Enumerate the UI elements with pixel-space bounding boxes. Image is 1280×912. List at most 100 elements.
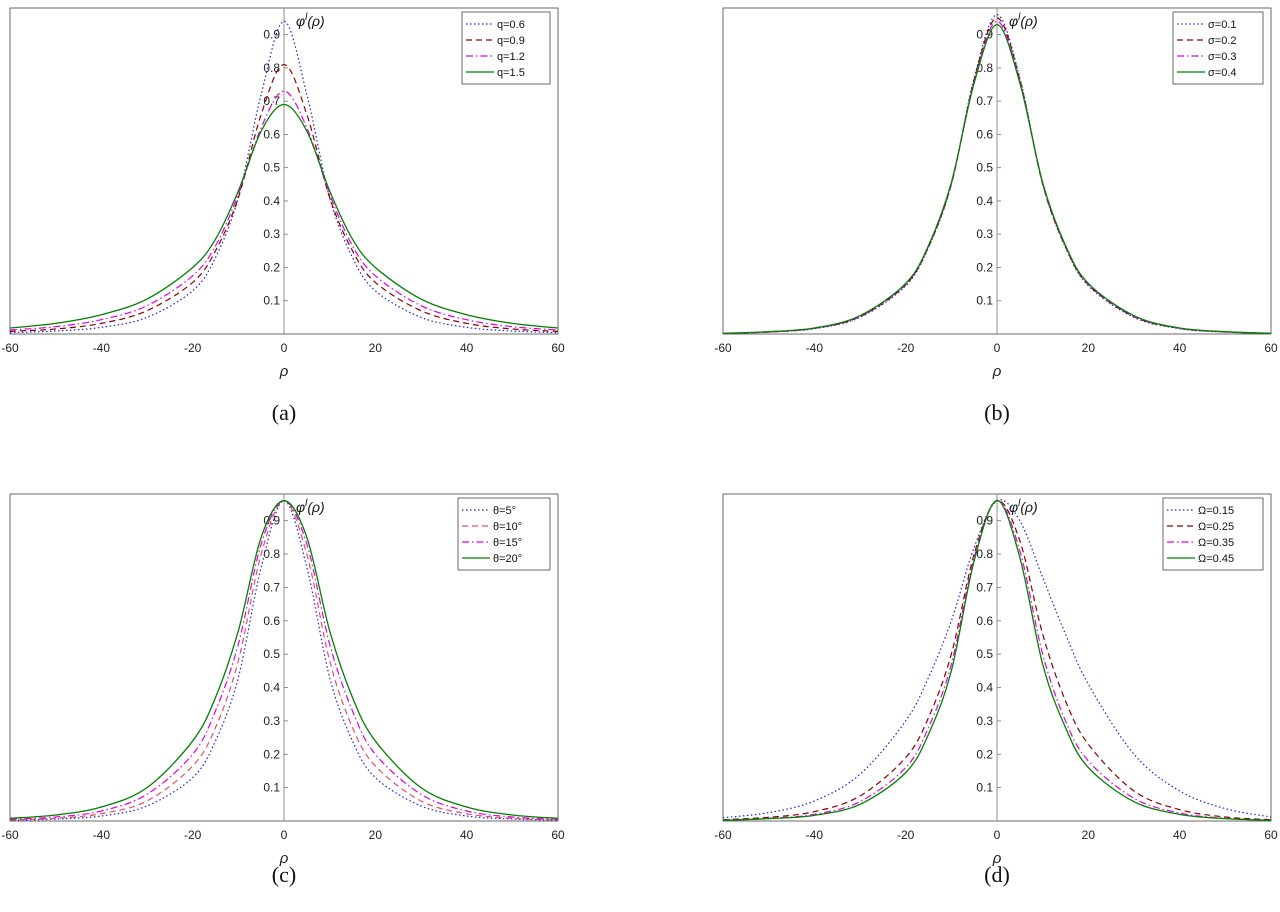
legend-entry: q=1.5 <box>497 67 525 79</box>
x-tick-label: -40 <box>93 341 111 355</box>
y-tick-label: 0.6 <box>263 614 280 628</box>
y-axis-label: φl(ρ) <box>296 12 325 29</box>
y-tick-label: 0.6 <box>976 614 993 628</box>
x-tick-label: -60 <box>1 828 19 842</box>
x-axis-label: ρ <box>279 363 289 380</box>
legend-entry: Ω=0.35 <box>1198 537 1234 549</box>
y-tick-label: 0.1 <box>263 294 280 308</box>
legend-entry: σ=0.2 <box>1208 35 1237 47</box>
y-tick-label: 0.3 <box>263 227 280 241</box>
y-tick-label: 0.6 <box>976 127 993 141</box>
y-tick-label: 0.2 <box>976 747 993 761</box>
y-tick-label: 0.4 <box>263 194 280 208</box>
x-tick-label: 40 <box>460 341 474 355</box>
x-tick-label: -60 <box>714 828 732 842</box>
x-tick-label: 60 <box>1264 828 1278 842</box>
series-line <box>9 20 559 334</box>
x-tick-label: -60 <box>1 341 19 355</box>
y-tick-label: 0.8 <box>263 61 280 75</box>
legend-entry: σ=0.4 <box>1208 67 1237 79</box>
x-axis-label: ρ <box>992 850 1002 867</box>
x-tick-label: 40 <box>460 828 474 842</box>
panel-label: (d) <box>984 862 1010 887</box>
legend: Ω=0.15 Ω=0.25 Ω=0.35 Ω=0.45 <box>1162 497 1264 571</box>
y-tick-label: 0.8 <box>263 547 280 561</box>
y-tick-label: 0.5 <box>976 647 993 661</box>
y-tick-label: 0.2 <box>976 260 993 274</box>
x-tick-label: 20 <box>369 341 383 355</box>
y-tick-label: 0.9 <box>263 514 280 528</box>
y-tick-label: 0.7 <box>263 580 280 594</box>
y-tick-label: 0.4 <box>976 194 993 208</box>
y-axis-label: φl(ρ) <box>1009 12 1038 29</box>
x-tick-label: -40 <box>806 341 824 355</box>
y-axis-label: φl(ρ) <box>1009 498 1038 515</box>
series-line <box>9 500 559 819</box>
y-axis-label: φl(ρ) <box>296 498 325 515</box>
x-tick-label: -40 <box>806 828 824 842</box>
y-tick-label: 0.5 <box>263 161 280 175</box>
legend-entry: σ=0.1 <box>1208 19 1237 31</box>
x-tick-label: -20 <box>184 828 202 842</box>
y-tick-label: 0.1 <box>976 294 993 308</box>
panel-label: (a) <box>272 400 296 425</box>
y-tick-label: 0.3 <box>976 227 993 241</box>
y-tick-label: 0.2 <box>263 747 280 761</box>
y-tick-label: 0.2 <box>263 260 280 274</box>
series-line <box>722 23 1272 334</box>
series-line <box>9 90 559 331</box>
x-tick-label: 0 <box>281 341 288 355</box>
panel-b: -60 -40 -20 0 20 40 60 0.1 0.2 0.3 0.4 0.5 0.6 0.7 0.8… <box>714 7 1278 425</box>
x-tick-label: 60 <box>551 341 565 355</box>
x-axis-label: ρ <box>992 363 1002 380</box>
legend-entry: q=1.2 <box>497 51 525 63</box>
x-tick-label: 0 <box>994 828 1001 842</box>
y-tick-label: 0.7 <box>976 580 993 594</box>
panel-c: -60 -40 -20 0 20 40 60 0.1 0.2 0.3 0.4 0.5 0.6 0.7 0.8… <box>1 493 565 887</box>
series-line <box>722 500 1272 821</box>
x-tick-label: -40 <box>93 828 111 842</box>
x-tick-label: 60 <box>551 828 565 842</box>
x-tick-label: 60 <box>1264 341 1278 355</box>
x-tick-label: 20 <box>1082 828 1096 842</box>
x-tick-label: -20 <box>897 341 915 355</box>
legend-entry: Ω=0.15 <box>1198 505 1234 517</box>
x-tick-label: -60 <box>714 341 732 355</box>
panel-label: (c) <box>272 862 296 887</box>
legend-entry: q=0.9 <box>497 35 525 47</box>
x-tick-label: 0 <box>281 828 288 842</box>
legend-entry: Ω=0.45 <box>1198 553 1234 565</box>
series-line <box>9 500 559 821</box>
legend-entry: q=0.6 <box>497 19 525 31</box>
panel-d: -60 -40 -20 0 20 40 60 0.1 0.2 0.3 0.4 0.5 0.6 0.7 0.8… <box>714 493 1278 887</box>
y-tick-label: 0.3 <box>263 714 280 728</box>
legend-entry: Ω=0.25 <box>1198 521 1234 533</box>
y-tick-label: 0.6 <box>263 127 280 141</box>
y-tick-label: 0.1 <box>263 781 280 795</box>
legend-entry: σ=0.3 <box>1208 51 1237 63</box>
legend: θ=5° θ=10° θ=15° θ=20° <box>457 497 551 571</box>
legend-entry: θ=5° <box>493 505 516 517</box>
panel-label: (b) <box>984 400 1010 425</box>
x-tick-label: 40 <box>1173 828 1187 842</box>
y-tick-label: 0.9 <box>976 28 993 42</box>
y-tick-label: 0.4 <box>263 681 280 695</box>
y-tick-label: 0.9 <box>263 28 280 42</box>
y-tick-label: 0.8 <box>976 547 993 561</box>
y-tick-label: 0.3 <box>976 714 993 728</box>
y-tick-label: 0.4 <box>976 681 993 695</box>
y-tick-label: 0.5 <box>976 161 993 175</box>
x-tick-label: -20 <box>897 828 915 842</box>
legend-box <box>461 11 551 85</box>
legend-entry: θ=15° <box>493 537 522 549</box>
legend-entry: θ=20° <box>493 553 522 565</box>
x-tick-label: -20 <box>184 341 202 355</box>
series-line <box>9 63 559 332</box>
legend-entry: θ=10° <box>493 521 522 533</box>
x-tick-label: 20 <box>1082 341 1096 355</box>
series-line <box>9 103 559 329</box>
y-tick-label: 0.8 <box>976 61 993 75</box>
x-tick-label: 0 <box>994 341 1001 355</box>
x-tick-label: 40 <box>1173 341 1187 355</box>
